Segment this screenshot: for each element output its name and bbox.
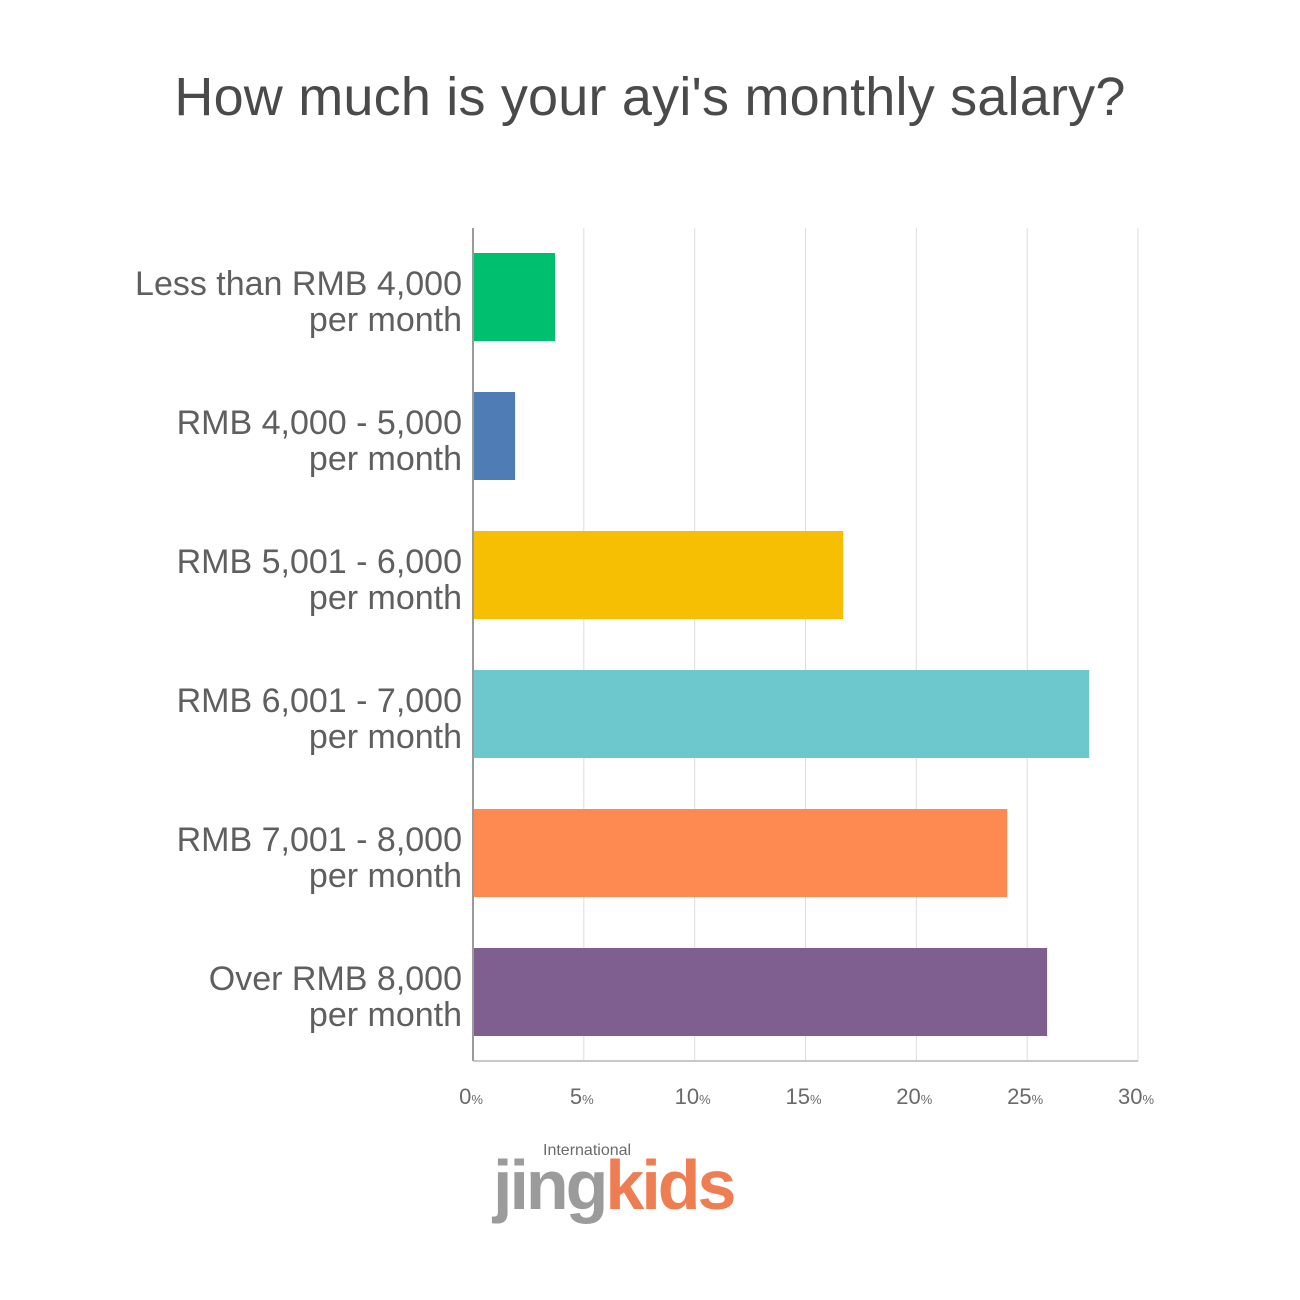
category-label: RMB 5,001 - 6,000 per month <box>177 543 462 617</box>
x-tick-label: 10% <box>675 1084 711 1109</box>
bar <box>474 392 516 480</box>
category-label: RMB 6,001 - 7,000 per month <box>177 682 462 756</box>
x-tick-label: 5% <box>570 1084 594 1109</box>
category-label: RMB 4,000 - 5,000 per month <box>177 404 462 478</box>
category-label: RMB 7,001 - 8,000 per month <box>177 821 462 895</box>
x-tick-labels: 0% 5% 10% 15% 20% 25% 30% <box>459 1084 1154 1109</box>
x-tick-label: 0% <box>459 1084 483 1109</box>
logo-jing-text: jing <box>493 1146 608 1224</box>
bar <box>474 809 1008 897</box>
chart-title: How much is your ayi's monthly salary? <box>174 67 1126 127</box>
bar <box>474 948 1048 1036</box>
logo-kids-text: kids <box>605 1146 736 1224</box>
x-tick-label: 30% <box>1118 1084 1154 1109</box>
category-labels: Less than RMB 4,000 per month RMB 4,000 - … <box>135 265 462 1034</box>
x-tick-label: 20% <box>896 1084 932 1109</box>
axes <box>472 228 1138 1062</box>
bar <box>474 670 1090 758</box>
logo-international-text: International <box>543 1142 632 1159</box>
logo-wordmark: jingkids <box>493 1150 737 1220</box>
x-tick-label: 15% <box>785 1084 821 1109</box>
x-tick-label: 25% <box>1007 1084 1043 1109</box>
category-label: Over RMB 8,000 per month <box>209 960 462 1034</box>
gridlines <box>583 228 1139 1061</box>
bars <box>474 253 1090 1036</box>
bar <box>474 253 556 341</box>
bar <box>474 531 844 619</box>
category-label: Less than RMB 4,000 per month <box>135 265 462 339</box>
